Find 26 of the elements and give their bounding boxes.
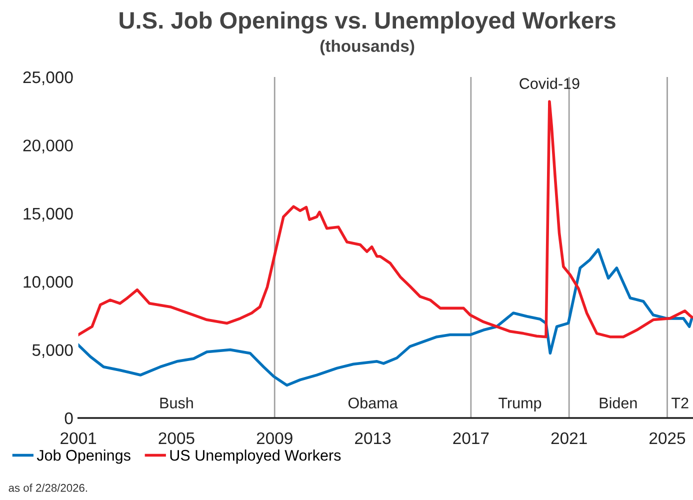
y-tick-label: 25,000 (23, 71, 73, 86)
y-tick-label: 0 (64, 412, 73, 424)
y-tick-label: 20,000 (23, 140, 73, 154)
annotation: Trump (498, 398, 542, 412)
legend-label: US Unemployed Workers (170, 450, 341, 464)
text: as of 2/28/2026. (8, 484, 87, 492)
y-tick-label: 15,000 (24, 208, 73, 222)
line-series (78, 248, 693, 387)
annotation: T2 (672, 398, 688, 408)
x-tick-label: 2005 (158, 432, 194, 444)
line-series (78, 100, 693, 338)
x-tick-label: 2001 (60, 432, 96, 444)
x-tick-label: 2013 (355, 432, 391, 444)
annotation: Bush (160, 397, 193, 408)
y-tick-label: 10,000 (24, 276, 73, 290)
x-tick-label: 2021 (551, 432, 587, 444)
x-tick-label: 2025 (650, 432, 686, 444)
annotation: Covid-19 (520, 78, 580, 89)
x-tick-label: 2017 (453, 432, 489, 444)
annotation: Biden (600, 397, 637, 408)
legend-label: Job Openings (36, 450, 130, 464)
x-tick-label: 2009 (256, 432, 292, 444)
annotation: Obama (348, 397, 398, 408)
chart-title: U.S. Job Openings vs. Unemployed Workers (120, 11, 616, 34)
chart-subtitle: (thousands) (320, 40, 414, 56)
y-tick-label: 5,000 (32, 344, 73, 358)
